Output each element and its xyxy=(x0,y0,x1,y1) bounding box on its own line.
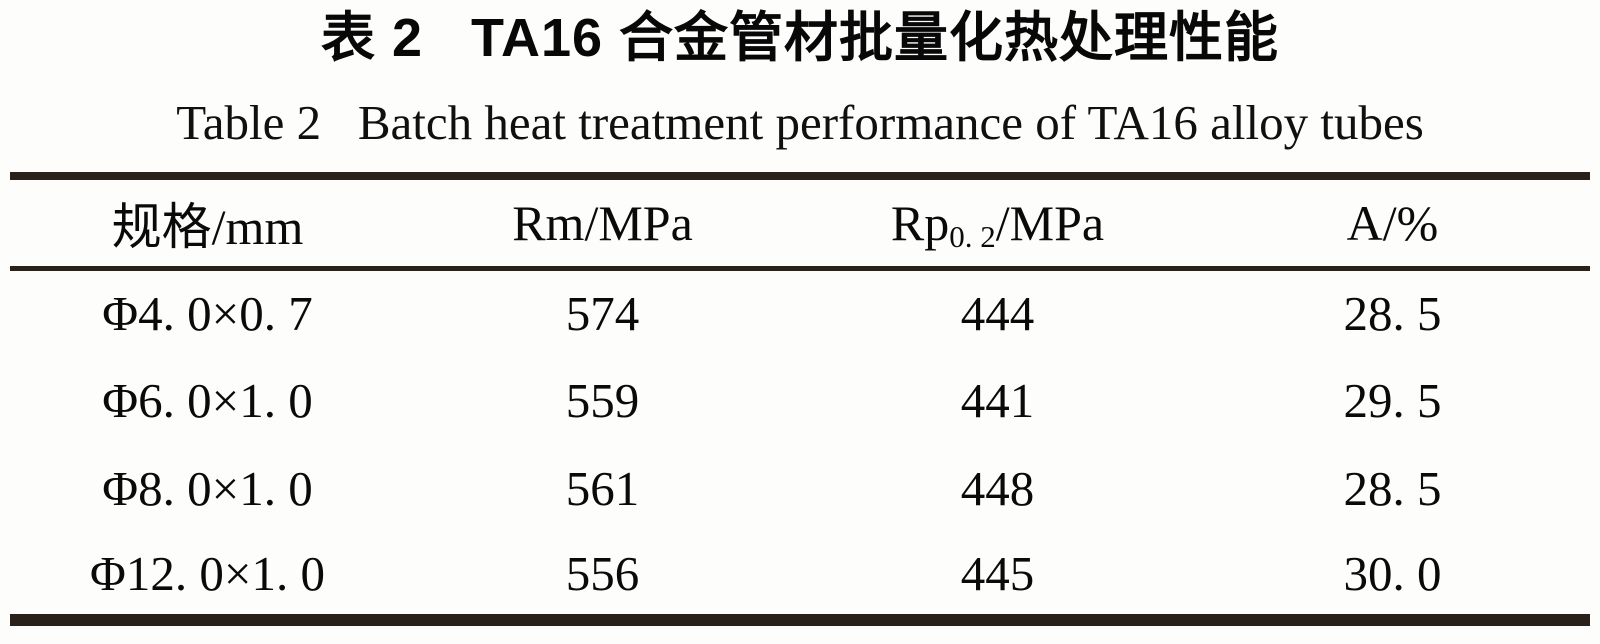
header-text: Rm/MPa xyxy=(512,195,693,252)
cell-spec: Φ4. 0×0. 7 xyxy=(102,286,313,342)
column-header-rp02: Rp0. 2/MPa xyxy=(800,176,1195,268)
cell-elongation: 29. 5 xyxy=(1343,372,1442,428)
table-title-chinese: 表 2 TA16 合金管材批量化热处理性能 xyxy=(320,8,1280,68)
cell-spec: Φ8. 0×1. 0 xyxy=(102,460,313,516)
cell-rm: 561 xyxy=(565,460,640,516)
cell-spec: Φ6. 0×1. 0 xyxy=(102,372,313,428)
cell-rm: 574 xyxy=(565,286,640,342)
table-row: Φ4. 0×0. 7 574 444 28. 5 xyxy=(10,268,1590,356)
header-text: Rp xyxy=(890,195,950,252)
cell-elongation: 28. 5 xyxy=(1343,286,1442,342)
table-header-row: 规格/mm Rm/MPa Rp0. 2/MPa A/% xyxy=(10,176,1590,269)
table-row: Φ8. 0×1. 0 561 448 28. 5 xyxy=(10,444,1590,532)
header-text: A/% xyxy=(1346,195,1439,252)
cell-rp02: 441 xyxy=(960,372,1035,428)
column-header-rm: Rm/MPa xyxy=(405,176,800,268)
header-text: 规格/mm xyxy=(111,199,304,256)
cell-rp02: 445 xyxy=(960,545,1035,601)
data-table: 规格/mm Rm/MPa Rp0. 2/MPa A/% Φ4. 0×0. 7 5… xyxy=(10,172,1590,627)
table-row: Φ6. 0×1. 0 559 441 29. 5 xyxy=(10,356,1590,444)
table-title-english: Table 2 Batch heat treatment performance… xyxy=(176,95,1424,151)
header-subscript: 0. 2 xyxy=(949,218,996,254)
cell-rp02: 444 xyxy=(960,286,1035,342)
table-row: Φ12. 0×1. 0 556 445 30. 0 xyxy=(10,532,1590,620)
cell-rp02: 448 xyxy=(960,460,1035,516)
cell-spec: Φ12. 0×1. 0 xyxy=(90,545,325,601)
cell-rm: 559 xyxy=(565,372,640,428)
cell-elongation: 30. 0 xyxy=(1343,545,1442,601)
column-header-spec: 规格/mm xyxy=(10,176,405,268)
column-header-elongation: A/% xyxy=(1195,176,1590,268)
cell-elongation: 28. 5 xyxy=(1343,460,1442,516)
header-text: /MPa xyxy=(995,195,1105,252)
cell-rm: 556 xyxy=(565,545,640,601)
